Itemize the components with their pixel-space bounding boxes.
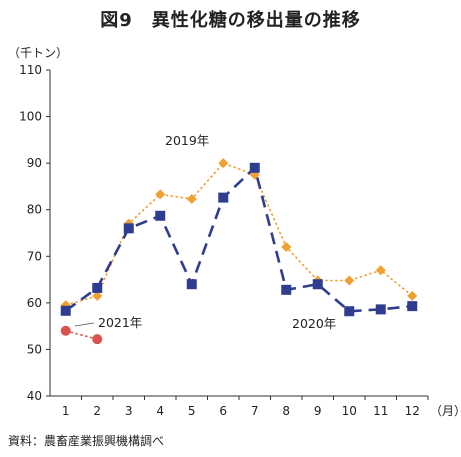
- data-point-2020: [186, 279, 197, 290]
- series-line-2021: [65, 330, 98, 340]
- data-point-2020: [407, 301, 418, 312]
- x-unit-label: （月）: [430, 404, 461, 418]
- y-tick-label: 80: [27, 203, 42, 217]
- data-point-2019: [407, 290, 418, 301]
- data-point-2020: [344, 306, 355, 317]
- y-tick-label: 40: [27, 389, 42, 403]
- y-tick-label: 110: [19, 63, 42, 77]
- x-tick-label: 6: [219, 404, 227, 418]
- y-tick-label: 90: [27, 156, 42, 170]
- data-point-2019: [218, 158, 229, 169]
- y-unit-label: （千トン）: [8, 46, 69, 60]
- x-tick-label: 1: [62, 404, 70, 418]
- x-tick-label: 2: [93, 404, 101, 418]
- y-tick-label: 70: [27, 249, 42, 263]
- chart-title: 図9 異性化糖の移出量の推移: [100, 10, 361, 31]
- data-point-2020: [375, 304, 386, 315]
- data-point-2019: [281, 241, 292, 252]
- data-point-2019: [92, 290, 103, 301]
- x-tick-label: 10: [342, 404, 357, 418]
- x-tick-label: 3: [125, 404, 133, 418]
- data-point-2020: [92, 282, 103, 293]
- series-line-2019: [65, 162, 413, 306]
- x-tick-label: 11: [373, 404, 388, 418]
- data-point-2019: [375, 265, 386, 276]
- x-tick-label: 12: [405, 404, 420, 418]
- data-point-2021: [92, 334, 103, 345]
- data-point-2020: [218, 192, 229, 203]
- source-note: 資料：農畜産業振興機構調べ: [8, 434, 165, 448]
- data-point-2020: [312, 279, 323, 290]
- data-point-2021: [60, 325, 71, 336]
- data-point-2020: [281, 284, 292, 295]
- y-tick-label: 100: [19, 110, 42, 124]
- y-tick-label: 60: [27, 296, 42, 310]
- data-point-2020: [123, 223, 134, 234]
- x-tick-label: 8: [282, 404, 290, 418]
- y-tick-label: 50: [27, 342, 42, 356]
- x-tick-label: 7: [251, 404, 259, 418]
- series-label-2021: 2021年: [98, 315, 142, 330]
- series-label-leader-2021: [74, 322, 95, 327]
- data-point-2019: [155, 189, 166, 200]
- series-line-2020: [64, 166, 413, 313]
- data-point-2020: [249, 162, 260, 173]
- x-tick-label: 4: [156, 404, 164, 418]
- series-label-2020: 2020年: [292, 316, 336, 331]
- data-point-2020: [60, 305, 71, 316]
- x-tick-label: 5: [188, 404, 196, 418]
- data-point-2019: [186, 194, 197, 205]
- data-point-2019: [344, 275, 355, 286]
- x-tick-label: 9: [314, 404, 322, 418]
- data-point-2020: [155, 210, 166, 221]
- series-label-2019: 2019年: [165, 133, 209, 148]
